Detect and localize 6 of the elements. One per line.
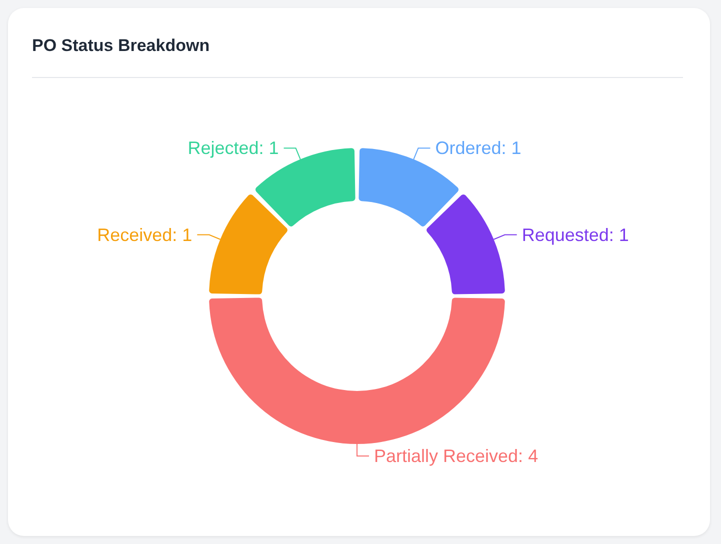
slice-label: Received: 1: [97, 224, 192, 245]
chart-title: PO Status Breakdown: [32, 36, 210, 56]
slice-label: Partially Received: 4: [374, 446, 538, 466]
slice-label: Rejected: 1: [188, 138, 279, 158]
slice-label: Requested: 1: [522, 224, 629, 245]
slice-label: Ordered: 1: [435, 138, 522, 158]
